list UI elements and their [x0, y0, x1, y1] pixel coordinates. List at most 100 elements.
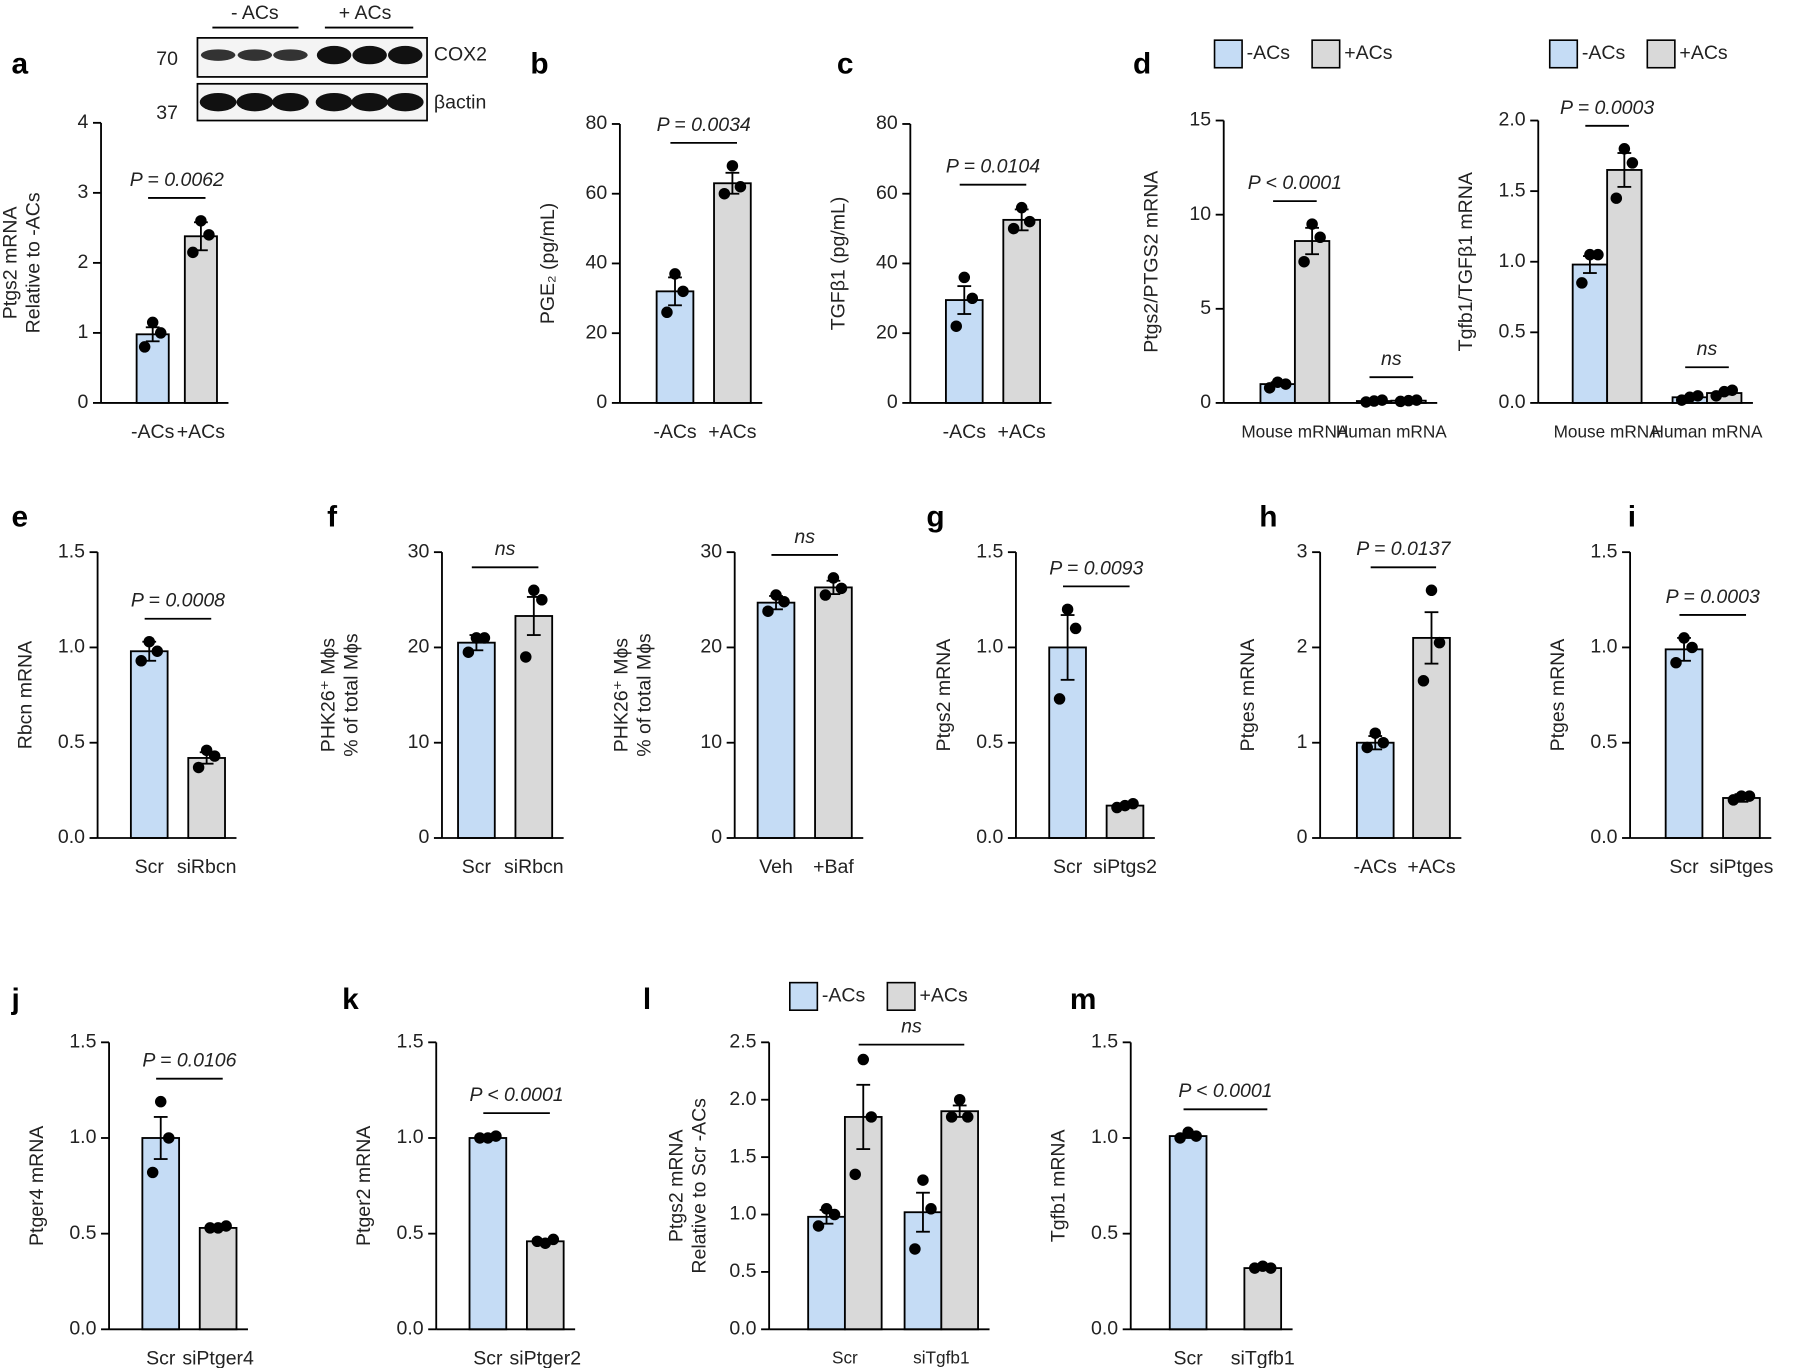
blot-band: [199, 92, 237, 112]
x-tick-label: siRbcn: [504, 856, 564, 878]
data-point: [958, 271, 971, 284]
legend-label: +ACs: [920, 985, 968, 1007]
x-tick-label: Human mRNA: [1336, 421, 1447, 441]
data-point: [1298, 255, 1310, 268]
y-tick-label: 5: [1200, 297, 1211, 319]
y-tick-label: 0.0: [396, 1317, 423, 1339]
y-tick-label: 0: [711, 826, 722, 848]
panel-letter: k: [342, 983, 359, 1016]
data-point: [200, 744, 213, 757]
panel-letter: j: [10, 983, 19, 1016]
y-tick-label: 0.5: [58, 731, 85, 753]
panel-letter: d: [1133, 47, 1151, 80]
y-axis-label: Ptges mRNA: [1547, 639, 1569, 752]
blot-band: [272, 92, 309, 112]
data-point: [187, 246, 199, 259]
data-point: [828, 1208, 841, 1221]
y-tick-label: 1: [1297, 731, 1308, 753]
error-bar: [916, 1191, 930, 1233]
y-tick-label: 2: [1297, 636, 1308, 658]
x-tick-label: +ACs: [177, 421, 225, 443]
significance-label: P = 0.0003: [1666, 586, 1760, 608]
y-tick-label: 20: [700, 636, 722, 658]
data-point: [1263, 382, 1276, 394]
significance-label: P = 0.0034: [657, 114, 751, 136]
data-point: [953, 1093, 966, 1106]
data-point: [718, 187, 731, 200]
y-tick-label: 3: [78, 181, 89, 203]
bar: [1355, 741, 1395, 839]
y-tick-label: 10: [1189, 203, 1211, 225]
data-point: [726, 160, 739, 172]
data-point: [865, 1111, 878, 1123]
x-tick-label: +ACs: [998, 421, 1046, 443]
y-tick-label: 2.5: [729, 1030, 756, 1052]
y-axis-label: Ptgs2/PTGS2 mRNA: [1141, 171, 1163, 353]
x-tick-label: Mouse mRNA: [1554, 421, 1662, 441]
blot-band: [316, 45, 352, 65]
y-tick-label: 1.5: [976, 540, 1003, 562]
blot-band: [237, 49, 273, 61]
significance-label: P = 0.0104: [946, 156, 1040, 178]
legend-label: -ACs: [1582, 42, 1626, 64]
y-tick-label: 0.0: [1590, 826, 1617, 848]
bar: [1571, 263, 1609, 404]
legend-swatch: [1213, 39, 1243, 69]
data-point: [1377, 736, 1390, 749]
data-point: [1592, 248, 1604, 261]
data-point: [1584, 248, 1596, 261]
data-point: [1743, 790, 1756, 802]
error-bar: [153, 1116, 168, 1160]
data-point: [835, 582, 848, 595]
error-bar: [1424, 611, 1439, 665]
y-axis-label: Ptges mRNA: [1237, 639, 1259, 752]
x-tick-label: Scr: [146, 1347, 176, 1368]
data-point: [1314, 231, 1326, 243]
y-axis-label: PHK26⁺ Mɸs: [610, 638, 632, 752]
data-point: [135, 655, 147, 667]
y-axis-label: Relative to Scr -ACs: [688, 1098, 710, 1274]
y-tick-label: 0.5: [396, 1222, 423, 1244]
data-point: [961, 1111, 974, 1123]
legend-label: +ACs: [1344, 42, 1392, 64]
y-tick-label: 1.5: [1590, 540, 1617, 562]
x-tick-label: siPtgs2: [1093, 856, 1157, 878]
bar: [1243, 1267, 1283, 1331]
y-axis-label: Ptger2 mRNA: [353, 1126, 375, 1246]
significance-label: ns: [794, 526, 815, 548]
y-tick-label: 40: [586, 252, 608, 274]
x-tick-label: Scr: [832, 1348, 858, 1368]
bar: [1168, 1135, 1208, 1331]
x-tick-label: siPtger4: [182, 1347, 254, 1368]
blot-band: [352, 45, 387, 65]
blot-band: [351, 92, 389, 112]
y-tick-label: 30: [408, 540, 430, 562]
data-point: [661, 306, 673, 319]
data-point: [827, 572, 840, 584]
bar: [1722, 797, 1761, 839]
y-tick-label: 0: [596, 391, 607, 413]
data-point: [1576, 277, 1588, 289]
x-tick-label: Human mRNA: [1652, 421, 1763, 441]
bar: [1664, 648, 1704, 839]
panel-letter: l: [643, 983, 651, 1016]
bar: [457, 641, 496, 839]
data-point: [677, 285, 689, 298]
blot-group-label: - ACs: [231, 2, 279, 24]
bar: [514, 615, 554, 839]
y-tick-label: 0.0: [976, 826, 1003, 848]
data-point: [1678, 632, 1690, 644]
legend-swatch: [886, 981, 916, 1011]
bar: [198, 1226, 238, 1331]
panel-letter: a: [11, 47, 28, 80]
y-tick-label: 1.0: [396, 1126, 423, 1148]
significance-label: P < 0.0001: [1248, 172, 1342, 194]
data-point: [1127, 797, 1139, 810]
panel-letter: h: [1259, 501, 1277, 534]
x-tick-label: +ACs: [708, 421, 756, 443]
data-point: [778, 595, 790, 608]
data-point: [950, 320, 962, 332]
data-point: [925, 1203, 937, 1215]
significance-label: ns: [1697, 338, 1718, 360]
legend-swatch: [1548, 39, 1579, 69]
